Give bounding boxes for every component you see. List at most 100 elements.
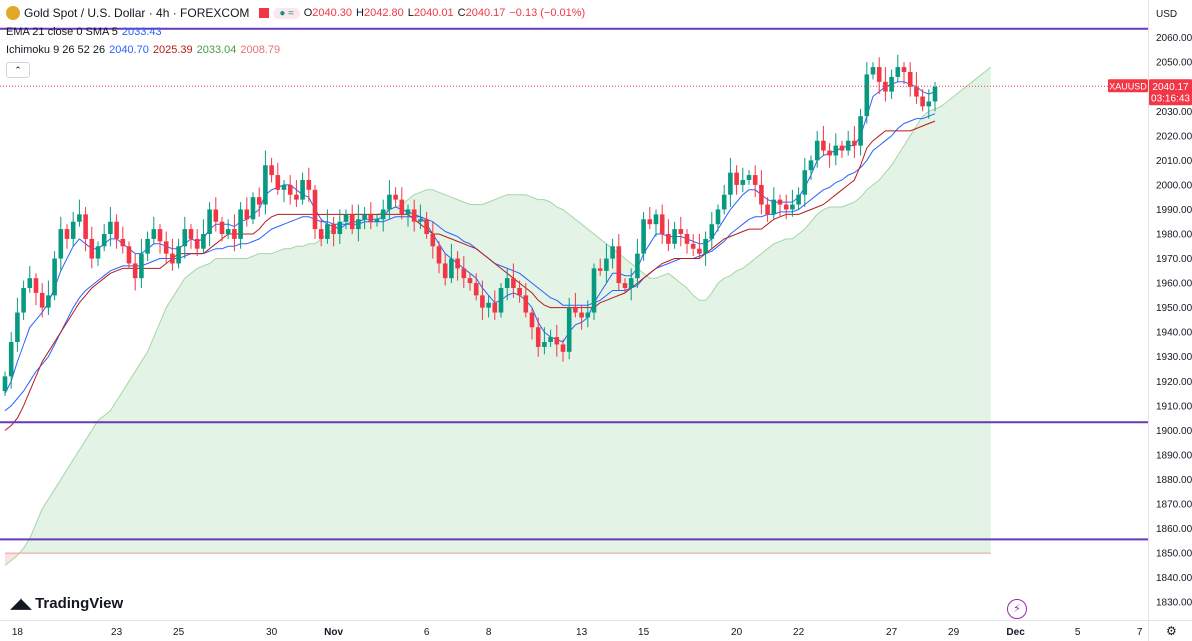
candle-body [653,214,659,225]
chevron-up-icon[interactable]: ⌃ [6,62,30,78]
candle-down [393,187,398,207]
candle-down [411,199,417,232]
time-tick-label: Dec [1006,627,1025,638]
candle-body [783,204,789,210]
time-axis[interactable]: 18 23 25 30 Nov 6 8 13 15 20 22 27 29 Dec 5 7 [0,620,1192,639]
candle-body [275,175,281,190]
candle-body [926,101,932,107]
candle-body [480,295,485,308]
currency-label[interactable]: USD [1156,9,1177,20]
candle-down [616,234,622,291]
candle-up [703,231,708,266]
candle-body [349,214,355,230]
candle-down [473,273,479,301]
candle-body [628,278,634,288]
candle-up [802,157,808,207]
candle-body [411,209,417,222]
candle-down [759,170,764,215]
candle-body [907,72,913,87]
candle-body [393,194,398,200]
candle-body [591,268,597,313]
candle-body [684,234,690,244]
candle-up [176,238,181,269]
candle-down [126,241,132,269]
candle-body [201,234,206,249]
candle-body [300,180,305,200]
candle-body [597,268,603,271]
candle-down [907,62,913,97]
market-status-icon[interactable] [259,8,270,18]
candle-down [622,278,628,293]
symbol-title[interactable]: Gold Spot / U.S. Dollar · 4h · FOREXCOM [24,6,250,20]
price-tick-label: 2030.00 [1156,107,1192,118]
symbol-tag[interactable] [1108,79,1148,93]
candle-body [188,229,194,239]
candle-body [108,221,113,234]
candle-up [833,133,839,166]
candle-body [8,342,14,377]
candle-up [15,297,20,352]
candle-body [833,145,839,156]
candle-up [418,204,423,230]
price-tick-label: 1900.00 [1156,426,1192,437]
candle-up [151,216,157,244]
price-tick-label: 1870.00 [1156,500,1192,511]
candle-body [424,219,429,234]
candles [2,54,938,396]
candle-body [585,312,591,318]
candle-body [560,344,566,352]
candle-up [858,108,863,156]
candle-body [27,278,33,288]
candle-up [926,89,932,119]
last-price-tag[interactable] [1149,79,1192,106]
candle-body [244,209,250,220]
candle-body [58,229,64,259]
candle-body [740,180,746,185]
candle-body [157,229,163,242]
candle-down [560,339,566,362]
candle-body [213,209,219,222]
ohlc-low: 2040.01 [413,7,454,19]
bolt-icon[interactable]: ⚡ [1007,599,1027,619]
candle-down [517,280,522,303]
price-tick-label: 1920.00 [1156,377,1192,388]
ichimoku-legend[interactable]: Ichimoku 9 26 52 26 2040.70 2025.39 2033… [6,44,284,56]
candle-body [15,312,20,342]
candle-body [380,209,386,220]
ichimoku-cloud [4,66,992,566]
candle-down [777,194,783,217]
candle-body [709,224,715,239]
candle-up [325,209,330,244]
tradingview-logo[interactable]: ◢◣ TradingView [10,594,123,613]
candle-body [734,172,739,185]
price-tick-label: 1970.00 [1156,254,1192,265]
candle-body [461,268,467,279]
candle-down [256,187,262,217]
candle-body [604,258,609,271]
candle-body [368,214,374,222]
candle-down [188,224,194,249]
candle-body [219,221,225,234]
data-mode-pill[interactable]: ● ≈ [273,7,300,19]
candle-body [281,184,287,190]
candle-body [746,175,752,180]
candle-body [666,234,671,244]
candle-down [33,273,39,306]
ema-legend[interactable]: EMA 21 close 0 SMA 5 2033.43 [6,26,166,38]
price-tick-label: 2050.00 [1156,58,1192,69]
gear-icon[interactable]: ⚙ [1166,624,1177,638]
candle-body [145,238,150,254]
candle-up [362,207,367,230]
price-tick-label: 2000.00 [1156,180,1192,191]
candle-body [52,258,57,296]
candle-up [405,204,411,227]
candle-body [287,184,293,195]
candle-down [684,229,690,254]
candle-body [405,209,411,215]
candle-down [349,204,355,234]
time-tick-label: 30 [266,627,278,638]
candle-body [548,337,553,342]
time-tick-label: 13 [576,627,588,638]
